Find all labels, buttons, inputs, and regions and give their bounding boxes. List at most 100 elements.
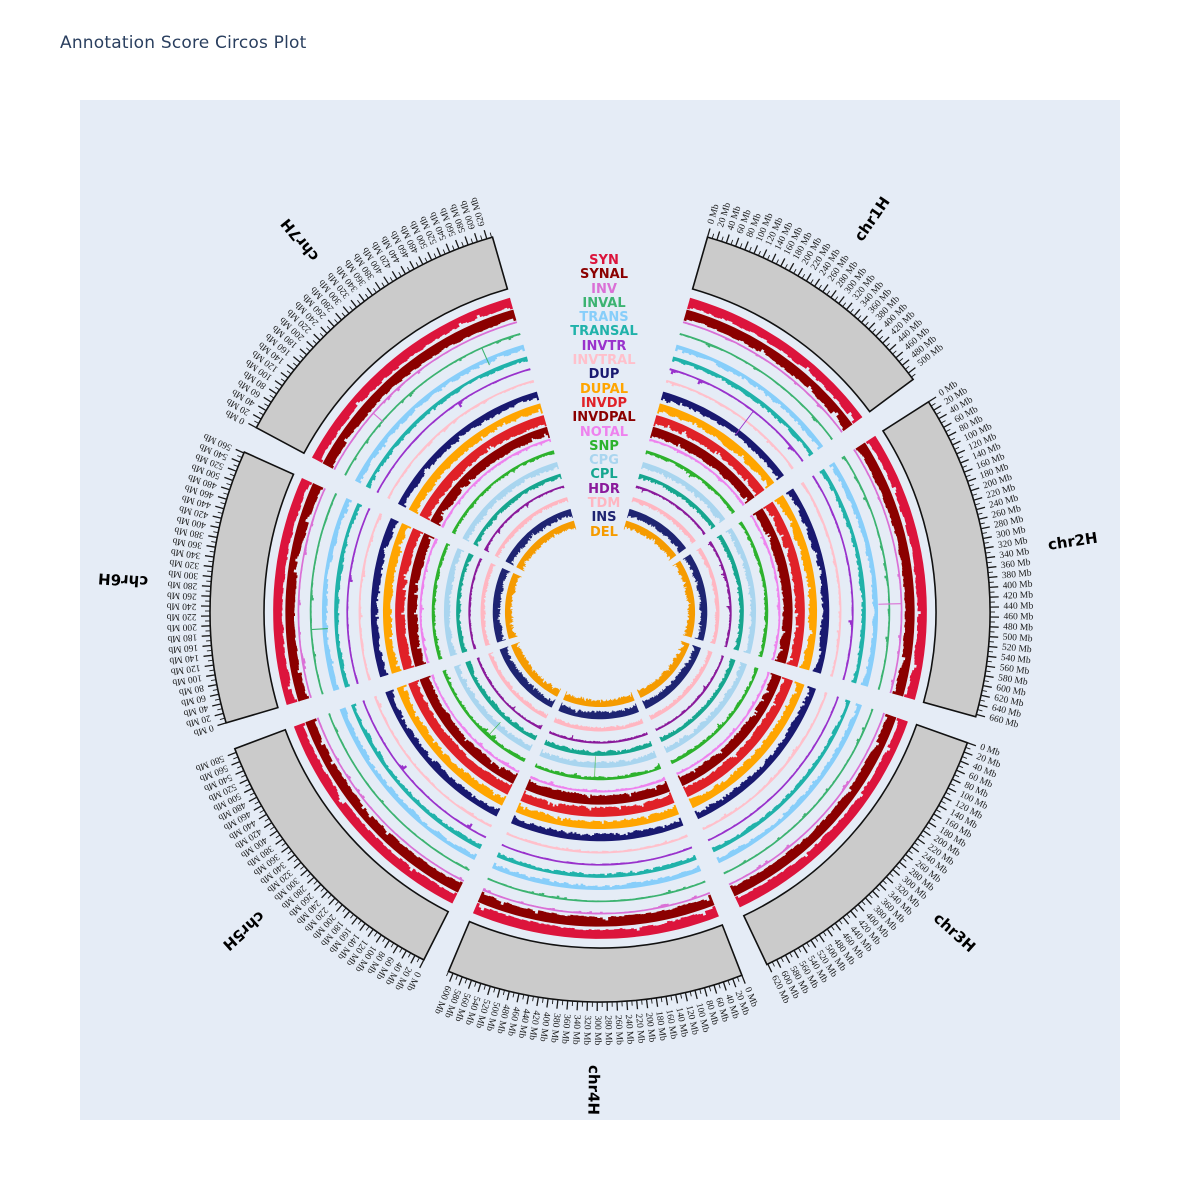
axis-tick — [235, 770, 244, 775]
track-baseline-TDM-chr4H — [553, 720, 644, 732]
axis-tick — [885, 343, 890, 348]
spike-SNP-chr4H — [594, 756, 596, 780]
track-baseline-CPL-chr6H — [456, 553, 471, 653]
axis-tick-label: 380 Mb — [548, 1013, 561, 1044]
axis-tick — [987, 566, 997, 569]
legend-item-CPL: CPL — [590, 467, 618, 483]
axis-tick — [814, 278, 821, 287]
track-segment-HDR-chr4H — [549, 730, 648, 743]
track-baseline-NOTAL-chr7H — [440, 438, 551, 528]
axis-tick — [954, 774, 960, 778]
axis-tick — [239, 779, 249, 785]
axis-tick — [845, 302, 853, 311]
axis-tick — [801, 944, 808, 954]
axis-tick — [451, 245, 455, 251]
track-baseline-TDM-chr1H — [632, 497, 696, 542]
axis-tick — [207, 570, 213, 573]
track-segment-TRANS-chr2H — [829, 462, 878, 687]
axis-tick — [882, 336, 890, 344]
track-baseline-TRANSAL-chr7H — [365, 356, 528, 488]
track-TRANSAL — [334, 356, 866, 878]
track-baseline-INV-chr3H — [728, 712, 885, 886]
axis-tick — [978, 704, 988, 708]
axis-tick-label: 520 Mb — [1001, 643, 1032, 656]
axis-tick — [857, 903, 865, 912]
axis-tick — [708, 986, 712, 992]
axis-tick — [919, 834, 925, 838]
axis-tick — [806, 942, 810, 948]
chromosome-label-chr4H: chr4H — [584, 1065, 603, 1115]
axis-tick — [249, 792, 255, 796]
axis-tick — [464, 236, 469, 246]
track-baseline-SYN-chr6H — [273, 478, 304, 705]
axis-tick — [739, 243, 743, 249]
track-baseline-INVDPAL-chr6H — [407, 533, 426, 667]
axis-tick-label: 160 Mb — [168, 642, 199, 655]
axis-tick — [293, 858, 299, 863]
axis-tick — [383, 276, 390, 285]
axis-tick — [984, 675, 994, 678]
track-segment-INVDP-chr4H — [520, 790, 675, 816]
axis-tick — [263, 822, 273, 829]
axis-tick-label: 360 Mb — [1000, 558, 1031, 571]
axis-tick — [911, 846, 920, 853]
track-segment-INVDPAL-chr6H — [408, 533, 435, 667]
track-baseline-CPG-chr6H — [443, 548, 460, 657]
track-baseline-CPL-chr5H — [465, 661, 536, 741]
track-INVDPAL — [407, 426, 793, 805]
axis-tick — [967, 742, 977, 747]
axis-tick — [907, 367, 916, 374]
track-segment-DUPAL-chr7H — [409, 404, 543, 515]
track-segment-INVDP-chr1H — [653, 415, 764, 497]
axis-tick — [766, 255, 771, 260]
axis-tick — [203, 565, 213, 568]
axis-tick — [902, 857, 907, 862]
axis-tick — [312, 340, 318, 345]
track-segment-INVDP-chr3H — [682, 676, 793, 797]
axis-tick — [212, 703, 222, 707]
axis-tick — [776, 959, 782, 968]
axis-tick — [810, 939, 817, 948]
axis-tick — [987, 655, 997, 658]
spike-SNP-chr5H — [487, 722, 501, 737]
track-baseline-TRANSAL-chr3H — [713, 700, 851, 853]
track-baseline-INVTRAL-chr4H — [506, 832, 688, 854]
axis-tick — [401, 950, 407, 959]
axis-tick — [248, 422, 257, 429]
axis-tick — [875, 329, 883, 337]
track-INVTRAL — [358, 379, 842, 854]
axis-tick — [227, 467, 237, 472]
axis-tick — [204, 555, 214, 558]
track-segment-CPL-chr4H — [544, 739, 652, 755]
axis-tick — [217, 511, 223, 514]
track-baseline-INVAL-chr6H — [309, 493, 337, 695]
track-baseline-INS-chr5H — [499, 648, 553, 708]
axis-tick — [826, 928, 833, 937]
track-baseline-INVAL-chr7H — [344, 332, 521, 476]
track-segment-SYNAL-chr4H — [478, 891, 715, 926]
axis-tick — [231, 760, 241, 766]
axis-tick — [694, 990, 698, 1000]
axis-tick — [771, 961, 775, 967]
track-legend: SYN SYNAL INV INVAL TRANS TRANSAL INVTR INVTRAL… — [504, 253, 704, 540]
spike-INV-chr2H — [878, 603, 902, 605]
axis-tick — [359, 923, 366, 931]
axis-tick — [650, 998, 653, 1004]
axis-tick — [734, 237, 740, 247]
spike-INV-chr7H — [372, 412, 384, 422]
track-INVAL — [309, 332, 891, 903]
axis-tick — [319, 332, 324, 338]
axis-tick — [373, 288, 377, 293]
track-baseline-SNP-chr7H — [451, 450, 555, 534]
axis-tick — [321, 890, 329, 899]
track-segment-INVDPAL-chr4H — [525, 779, 670, 804]
axis-tick — [958, 456, 964, 459]
track-baseline-INVDPAL-chr1H — [652, 426, 755, 499]
ideogram-band-chr7H — [255, 236, 509, 455]
track-baseline-SYNAL-chr1H — [686, 309, 853, 426]
axis-tick — [458, 976, 463, 986]
legend-item-INVDPAL: INVDPAL — [572, 410, 636, 426]
axis-tick — [208, 535, 218, 539]
